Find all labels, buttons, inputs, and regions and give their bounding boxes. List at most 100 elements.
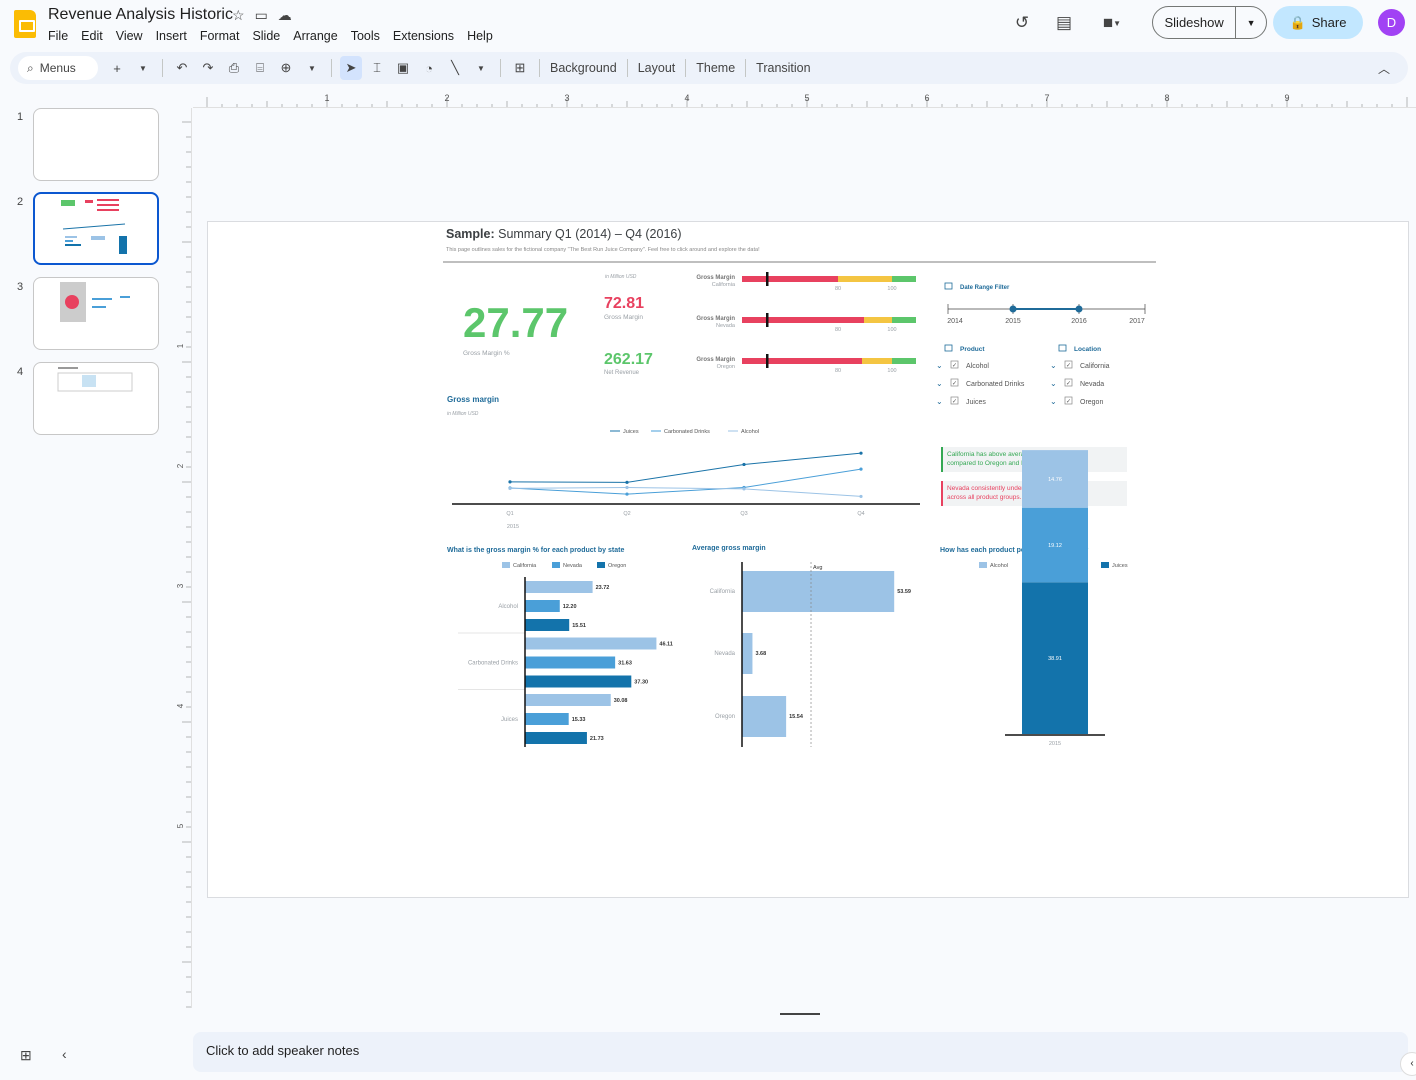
- ruler-label: 3: [564, 93, 569, 103]
- search-menus[interactable]: ⌕ Menus: [18, 56, 98, 80]
- document-title[interactable]: Revenue Analysis Historic: [48, 6, 233, 23]
- line-chart-unit: in Million USD: [447, 411, 479, 417]
- cloud-icon[interactable]: ☁: [277, 7, 292, 23]
- chevron-down-icon: ⌄: [1050, 361, 1057, 370]
- star-icon[interactable]: ☆: [232, 7, 245, 23]
- chevron-down-icon: ⌄: [936, 379, 943, 388]
- slide-thumbnail-2[interactable]: [33, 192, 159, 265]
- slide-thumbnail-4[interactable]: [33, 362, 159, 435]
- ruler-label: 2: [176, 463, 185, 468]
- gauge-tick: 80: [835, 368, 841, 374]
- chevron-down-icon[interactable]: ▼: [1246, 17, 1256, 28]
- ruler-label: 1: [176, 343, 185, 348]
- share-label: Share: [1311, 15, 1347, 30]
- stack-chart-title: How has each product performed over time…: [940, 547, 1089, 554]
- text-box-icon[interactable]: ⌶: [373, 60, 381, 75]
- menu-insert[interactable]: Insert: [155, 29, 187, 43]
- chevron-down-icon: ⌄: [1050, 379, 1057, 388]
- transition-button[interactable]: Transition: [756, 61, 811, 75]
- year-label: 2017: [1129, 318, 1145, 325]
- menu-tools[interactable]: Tools: [350, 29, 380, 43]
- meet-icon[interactable]: ■ ▼: [1102, 13, 1122, 32]
- insight-nevada: Nevada consistently underperforms for acr…: [947, 485, 1059, 501]
- move-folder-icon[interactable]: ▭: [254, 7, 268, 23]
- grid-view-icon[interactable]: ⊞: [20, 1047, 32, 1063]
- bar-value-label: 46.11: [659, 642, 672, 648]
- slides-logo[interactable]: [14, 10, 36, 38]
- slideshow-button[interactable]: Slideshow ▼: [1152, 6, 1267, 39]
- ruler-label: 5: [176, 823, 185, 828]
- ruler-label: 9: [1284, 93, 1289, 103]
- select-icon[interactable]: ➤: [340, 56, 362, 80]
- shape-icon[interactable]: ◔: [425, 60, 433, 76]
- gauge-sublabel: Oregon: [717, 364, 735, 370]
- check-icon: ✓: [1066, 399, 1071, 405]
- ruler-label: 5: [804, 93, 809, 103]
- chevron-down-icon[interactable]: ▼: [308, 63, 316, 73]
- zoom-icon[interactable]: ⊕: [280, 60, 292, 75]
- image-icon[interactable]: ▣: [396, 60, 410, 75]
- quarter-label: Q3: [740, 511, 747, 517]
- menu-bar: File Edit View Insert Format Slide Arrange Tool…: [48, 28, 506, 44]
- avg-bar-nevada: [742, 633, 753, 674]
- avatar[interactable]: D: [1378, 9, 1405, 36]
- new-slide-icon[interactable]: +: [113, 60, 121, 76]
- speaker-notes[interactable]: Click to add speaker notes: [193, 1032, 1408, 1072]
- legend-label: California: [513, 563, 537, 569]
- collapse-filmstrip-icon[interactable]: ‹: [62, 1046, 67, 1062]
- gauge-tick: 100: [887, 368, 896, 374]
- ruler-label: 2: [444, 93, 449, 103]
- line-icon[interactable]: ╲: [451, 60, 459, 75]
- menu-file[interactable]: File: [48, 29, 69, 43]
- line-point: [859, 451, 863, 455]
- redo-icon[interactable]: ↷: [202, 60, 214, 75]
- check-icon: ✓: [952, 399, 957, 405]
- notes-resize-handle[interactable]: [780, 1013, 820, 1015]
- state-label: Oregon: [715, 714, 735, 720]
- history-icon[interactable]: ↺: [1014, 13, 1030, 32]
- slide-thumbnail-3[interactable]: [33, 277, 159, 350]
- comment-icon[interactable]: ▤: [1055, 13, 1073, 32]
- state-label: California: [710, 589, 736, 595]
- background-button[interactable]: Background: [550, 61, 617, 75]
- menu-arrange[interactable]: Arrange: [293, 29, 338, 43]
- menu-extensions[interactable]: Extensions: [392, 29, 455, 43]
- menu-slide[interactable]: Slide: [252, 29, 281, 43]
- collapse-toolbar-icon[interactable]: ︿: [1378, 62, 1391, 76]
- layout-button[interactable]: Layout: [637, 61, 676, 75]
- category-label: Carbonated Drinks: [468, 661, 518, 667]
- chevron-down-icon[interactable]: ▼: [477, 63, 485, 73]
- checkbox-checked: [950, 378, 959, 387]
- slide-canvas[interactable]: Sample: Summary Q1 (2014) – Q4 (2016) Thi…: [207, 221, 1409, 898]
- gauge-tick: 100: [887, 286, 896, 292]
- category-label: Alcohol: [498, 604, 518, 610]
- chevron-down-icon[interactable]: ▼: [139, 63, 147, 73]
- slideshow-label[interactable]: Slideshow: [1153, 7, 1237, 38]
- year-label: 2016: [1071, 318, 1087, 325]
- expand-panel-icon[interactable]: ‹: [1400, 1052, 1416, 1076]
- share-button[interactable]: 🔒 Share: [1273, 6, 1363, 39]
- slide-thumbnail-1[interactable]: [33, 108, 159, 181]
- dashboard: Sample: Summary Q1 (2014) – Q4 (2016) Thi…: [443, 227, 1156, 747]
- ruler-label: 7: [1044, 93, 1049, 103]
- paint-format-icon[interactable]: ⌸: [256, 60, 264, 75]
- menu-format[interactable]: Format: [199, 29, 240, 43]
- legend-swatch: [552, 562, 560, 568]
- check-icon: ✓: [1066, 381, 1071, 387]
- gauge-bar-yellow: [864, 317, 892, 323]
- kpi-net-revenue-value: 262.17: [604, 351, 653, 368]
- gauge-bar-red: [742, 358, 862, 364]
- print-icon[interactable]: ⎙: [228, 60, 240, 75]
- add-comment-icon[interactable]: ⊞: [514, 60, 526, 75]
- menu-view[interactable]: View: [115, 29, 143, 43]
- legend-label: Oregon: [608, 563, 626, 569]
- undo-icon[interactable]: ↶: [176, 60, 188, 75]
- check-icon: ✓: [952, 363, 957, 369]
- avg-chart-title: Average gross margin: [692, 545, 766, 552]
- theme-button[interactable]: Theme: [696, 61, 736, 75]
- menu-help[interactable]: Help: [467, 29, 493, 43]
- menu-edit[interactable]: Edit: [81, 29, 103, 43]
- line-point: [859, 467, 863, 471]
- gauge-sublabel: California: [712, 282, 736, 288]
- bar-juices: [525, 694, 611, 706]
